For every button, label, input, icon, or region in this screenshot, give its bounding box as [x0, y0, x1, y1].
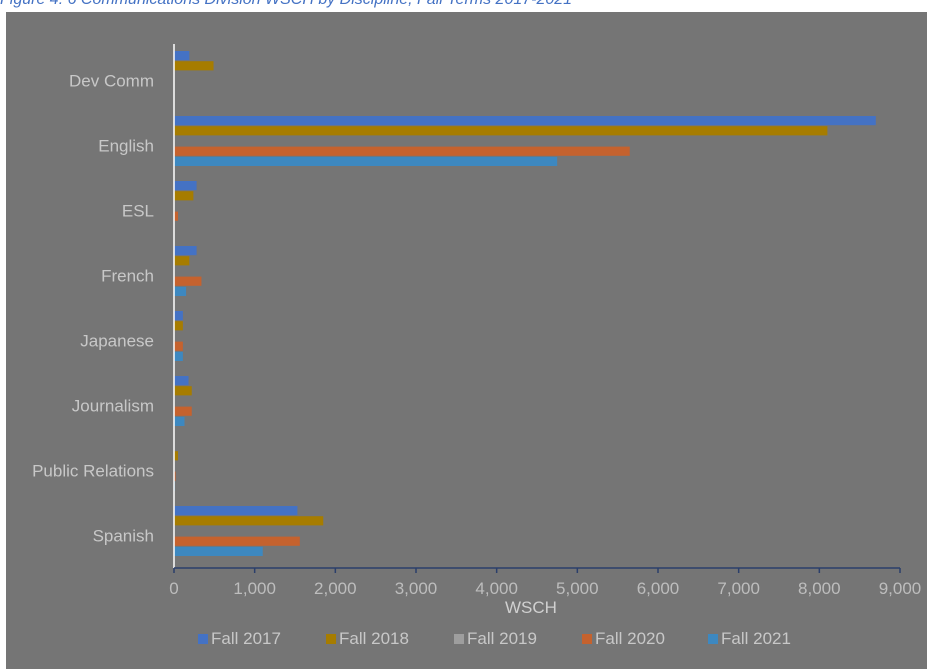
bar-journalism-fall-2021 [174, 416, 185, 426]
bar-french-fall-2018 [174, 256, 190, 266]
x-tick-label: 9,000 [879, 579, 922, 598]
legend-label-fall-2020: Fall 2020 [595, 629, 665, 648]
legend-swatch-fall-2021 [708, 634, 718, 644]
legend-swatch-fall-2018 [326, 634, 336, 644]
x-tick-label: 0 [169, 579, 178, 598]
legend-label-fall-2018: Fall 2018 [339, 629, 409, 648]
category-label-esl: ESL [122, 202, 154, 221]
bar-chart: Dev Comm English ESL French Japanese Journali… [32, 44, 921, 648]
bar-spanish-fall-2021 [174, 546, 263, 556]
bar-french-fall-2021 [174, 286, 187, 296]
bar-english-fall-2018 [174, 126, 828, 136]
bar-english-fall-2020 [174, 146, 630, 156]
legend-swatch-fall-2017 [198, 634, 208, 644]
category-label-public-relations: Public Relations [32, 462, 154, 481]
x-axis-title: WSCH [505, 598, 557, 617]
bar-spanish-fall-2020 [174, 536, 300, 546]
category-label-dev-comm: Dev Comm [69, 72, 154, 91]
bar-english-fall-2017 [174, 116, 876, 126]
x-tick-label: 7,000 [717, 579, 760, 598]
bar-japanese-fall-2020 [174, 341, 183, 351]
bar-journalism-fall-2017 [174, 376, 189, 386]
x-tick-label: 2,000 [314, 579, 357, 598]
bar-journalism-fall-2018 [174, 386, 192, 396]
legend-label-fall-2017: Fall 2017 [211, 629, 281, 648]
bar-esl-fall-2017 [174, 181, 197, 191]
x-tick-label: 4,000 [475, 579, 518, 598]
bar-esl-fall-2020 [174, 211, 179, 221]
bar-journalism-fall-2020 [174, 406, 192, 416]
x-tick-label: 8,000 [798, 579, 841, 598]
bar-spanish-fall-2018 [174, 516, 324, 526]
bar-japanese-fall-2017 [174, 311, 183, 321]
bar-spanish-fall-2017 [174, 506, 298, 516]
bar-japanese-fall-2021 [174, 351, 183, 361]
legend-label-fall-2021: Fall 2021 [721, 629, 791, 648]
bar-group [174, 51, 876, 556]
figure-caption: Figure 4: 6 Communications Division WSCH… [0, 0, 931, 13]
bar-public-relations-fall-2018 [174, 451, 179, 461]
bar-public-relations-fall-2020 [174, 471, 176, 481]
category-label-journalism: Journalism [72, 397, 154, 416]
bar-english-fall-2021 [174, 156, 558, 166]
x-tick-label: 1,000 [233, 579, 276, 598]
bar-french-fall-2017 [174, 246, 197, 256]
category-labels: Dev Comm English ESL French Japanese Journali… [32, 72, 154, 546]
bar-japanese-fall-2018 [174, 321, 183, 331]
legend: Fall 2017 Fall 2018 Fall 2019 Fall 2020 Fall… [198, 629, 791, 648]
legend-swatch-fall-2020 [582, 634, 592, 644]
x-tick-label: 5,000 [556, 579, 599, 598]
bar-dev-comm-fall-2017 [174, 51, 190, 61]
tick-labels: 0 1,000 2,000 3,000 4,000 5,000 6,000 7,000 8,00… [169, 579, 921, 598]
category-label-french: French [101, 267, 154, 286]
category-label-japanese: Japanese [80, 332, 154, 351]
bar-esl-fall-2018 [174, 191, 194, 201]
legend-label-fall-2019: Fall 2019 [467, 629, 537, 648]
category-label-english: English [98, 137, 154, 156]
bar-dev-comm-fall-2018 [174, 61, 214, 71]
legend-swatch-fall-2019 [454, 634, 464, 644]
bar-french-fall-2020 [174, 276, 202, 286]
axes [173, 44, 901, 573]
category-label-spanish: Spanish [93, 527, 154, 546]
x-tick-label: 3,000 [395, 579, 438, 598]
x-tick-label: 6,000 [637, 579, 680, 598]
chart-panel: Dev Comm English ESL French Japanese Journali… [6, 12, 927, 669]
